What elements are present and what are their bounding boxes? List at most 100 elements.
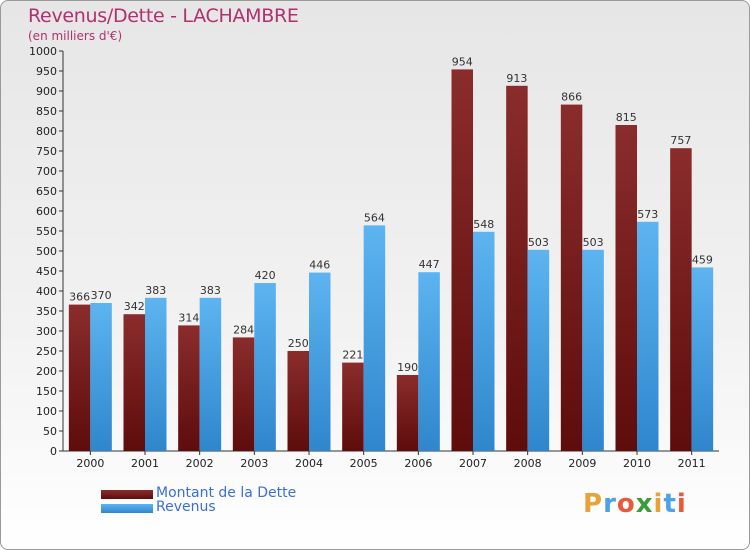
x-tick-label: 2004 [295,457,323,470]
bar-layer [68,69,714,452]
y-tick-label: 350 [36,305,57,318]
y-tick-label: 500 [36,245,57,258]
data-label-revenus: 503 [583,236,604,249]
label-layer: 366 3703423833143832844202504462215641904… [69,55,713,374]
data-label-revenus: 573 [637,208,658,221]
y-tick-label: 50 [43,425,57,438]
bar-revenus [582,249,604,451]
y-tick-label: 600 [36,205,57,218]
data-label-dette: 221 [342,349,363,362]
data-label-dette: 250 [288,337,309,350]
legend-swatch-revenus [101,504,153,513]
bar-dette [615,125,637,451]
logo-letter: r [603,489,617,519]
data-label-dette: 190 [397,361,418,374]
y-tick-label: 100 [36,405,57,418]
proxiti-logo: Proxiti [583,489,687,519]
bar-revenus [199,297,222,451]
data-label-dette: 366 [69,291,90,304]
y-tick-label: 650 [36,185,57,198]
y-tick-label: 700 [36,165,57,178]
bar-revenus [691,267,714,451]
data-label-dette: 866 [561,91,582,104]
bar-dette [68,304,91,451]
data-label-dette: 913 [506,72,527,85]
bar-revenus [527,249,550,451]
bar-revenus [309,272,331,451]
axis-layer: 0 50 100 150 200 250 300 350 400 450 500 550 600 650 7… [29,45,719,470]
x-tick-label: 2008 [514,457,542,470]
bar-dette [287,351,309,451]
data-label-revenus: 383 [200,284,221,297]
bar-revenus [473,231,495,451]
bar-dette [506,85,528,452]
data-label-revenus: 564 [364,211,385,224]
y-tick-label: 250 [36,345,57,358]
x-tick-label: 2002 [186,457,214,470]
y-tick-label: 150 [36,385,57,398]
data-label-dette: 314 [178,311,199,324]
bar-dette [178,325,200,451]
data-label-revenus: 446 [309,259,330,272]
y-tick-label: 900 [36,85,57,98]
legend-label-dette: Montant de la Dette [156,485,297,501]
data-label-revenus: 383 [145,284,166,297]
x-tick-label: 2006 [404,457,432,470]
chart-subtitle: (en milliers d'€) [28,29,123,43]
y-tick-label: 1000 [29,45,57,58]
data-label-dette: 815 [616,111,637,124]
data-label-dette: 284 [233,323,254,336]
chart-title: Revenus/Dette - LACHAMBRE [28,5,299,27]
legend-swatch-dette [101,490,153,499]
bar-dette [451,69,473,452]
x-tick-label: 2009 [568,457,596,470]
bar-revenus [637,221,659,451]
data-label-revenus: 548 [473,218,494,231]
y-tick-label: 550 [36,225,57,238]
logo-letter: o [616,489,636,519]
data-label-revenus: 370 [91,289,112,302]
bar-dette [670,148,692,451]
bar-dette [342,362,364,451]
x-tick-label: 2000 [76,457,104,470]
legend-item-dette: Montant de la Dette [101,485,361,503]
y-tick-label: 300 [36,325,57,338]
data-label-revenus: 420 [255,269,276,282]
bar-revenus [90,303,112,451]
x-tick-label: 2010 [623,457,651,470]
x-tick-label: 2005 [350,457,378,470]
bar-dette [232,337,255,451]
y-tick-label: 850 [36,105,57,118]
legend-label-revenus: Revenus [156,499,216,515]
y-tick-label: 450 [36,265,57,278]
bar-dette [123,314,145,451]
x-tick-label: 2007 [459,457,487,470]
logo-letter: t [663,489,677,519]
x-tick-label: 2003 [240,457,268,470]
y-tick-label: 950 [36,65,57,78]
data-label-dette: 757 [670,134,691,147]
bar-revenus [254,283,276,451]
y-tick-label: 200 [36,365,57,378]
y-tick-label: 800 [36,125,57,138]
x-tick-label: 2011 [678,457,706,470]
data-label-revenus: 447 [419,258,440,271]
y-tick-label: 400 [36,285,57,298]
logo-letter: P [583,489,604,519]
bar-revenus [363,225,386,451]
data-label-dette: 342 [124,300,145,313]
x-tick-label: 2001 [131,457,159,470]
legend-item-revenus: Revenus [101,499,361,517]
data-label-revenus: 503 [528,236,549,249]
logo-letter: i [676,489,687,519]
logo-letter: i [653,489,664,519]
data-label-dette: 954 [452,55,473,68]
y-tick-label: 0 [50,445,57,458]
bar-revenus [418,272,440,451]
data-label-revenus: 459 [692,253,713,266]
bar-revenus [145,297,167,451]
y-tick-label: 750 [36,145,57,158]
logo-letter: x [635,489,654,519]
